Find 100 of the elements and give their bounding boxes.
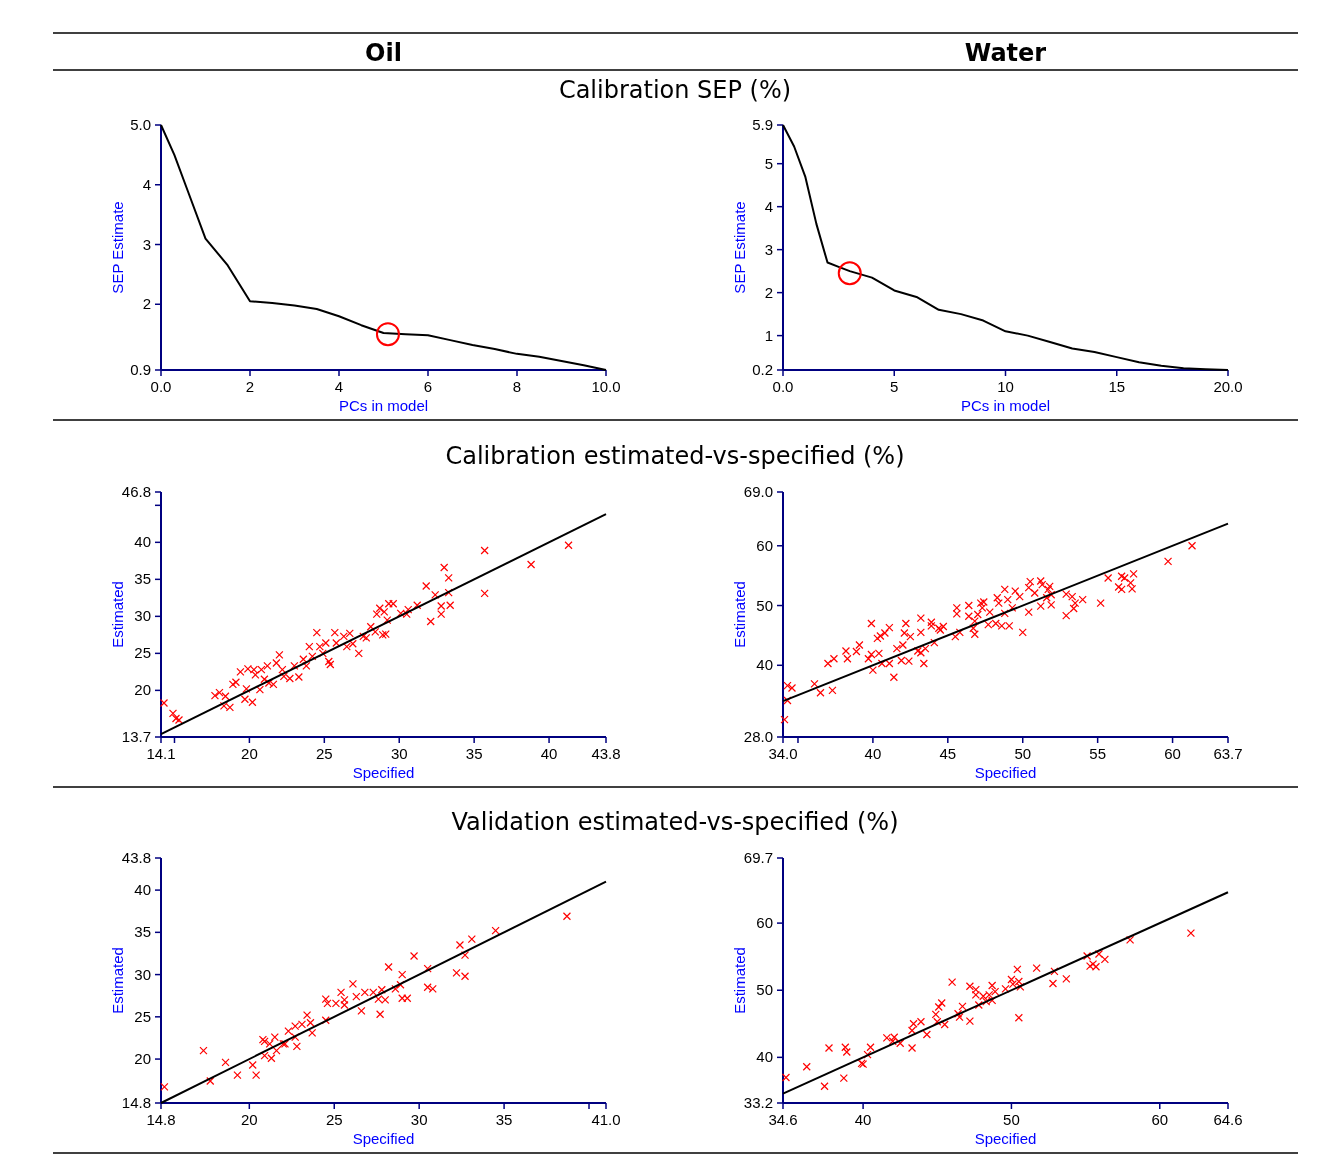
- point: [221, 1058, 230, 1067]
- point: [248, 1060, 257, 1070]
- x-tick-label: 60: [1164, 745, 1181, 762]
- point: [1094, 949, 1104, 959]
- point: [953, 1009, 963, 1018]
- text: Validation estimated-vs-specified (%): [451, 808, 899, 836]
- point: [922, 1030, 931, 1039]
- point: [1048, 979, 1058, 988]
- point: [398, 970, 407, 979]
- x-tick-label: 35: [465, 745, 483, 762]
- x-tick-label: 2: [245, 378, 255, 395]
- y-tick-label: 5.9: [752, 116, 773, 133]
- x-tick-label: 40: [864, 745, 882, 762]
- y-tick-label: 14.8: [121, 1094, 151, 1111]
- y-tick-label: 13.7: [121, 728, 151, 745]
- y-tick-label: 25: [134, 644, 151, 662]
- point: [937, 998, 946, 1008]
- point: [934, 1002, 943, 1012]
- point: [491, 926, 500, 935]
- point: [988, 981, 997, 990]
- y-tick-label: 40: [756, 1048, 773, 1066]
- x-tick-label: 10: [997, 378, 1014, 395]
- x-tick-label: 0.0: [150, 378, 172, 395]
- point: [352, 992, 361, 1001]
- y-tick-label: 40: [756, 656, 773, 674]
- x-axis-title: Specified: [974, 764, 1037, 781]
- y-tick-label: 4: [142, 175, 151, 193]
- point: [907, 1043, 917, 1053]
- point: [206, 1076, 215, 1086]
- point: [907, 1026, 917, 1035]
- y-tick-label: 0.9: [130, 361, 151, 378]
- x-tick-label: 14.1: [146, 745, 176, 762]
- point: [1014, 1013, 1023, 1022]
- y-tick-label: 60: [756, 536, 773, 554]
- y-tick-label: 2: [764, 283, 773, 301]
- point: [409, 951, 419, 961]
- x-tick-label: 15: [1108, 378, 1126, 395]
- y-tick-label: 40: [134, 881, 151, 899]
- point: [965, 982, 974, 991]
- y-tick-label: 3: [142, 235, 151, 253]
- point: [357, 1006, 366, 1016]
- y-tick-label: 69.7: [743, 849, 773, 866]
- point: [971, 985, 980, 994]
- y-axis-title: Estimated: [731, 947, 748, 1014]
- x-axis-title: PCs in model: [338, 397, 429, 414]
- y-axis-title: Estimated: [731, 581, 748, 648]
- x-tick-label: 25: [315, 745, 333, 762]
- y-tick-label: 0.2: [752, 361, 773, 378]
- x-tick-label: 63.7: [1213, 745, 1243, 762]
- y-tick-label: 20: [134, 1050, 151, 1068]
- point: [958, 1002, 967, 1011]
- point: [974, 1000, 983, 1010]
- y-tick-label: 35: [134, 570, 151, 588]
- chart-subtitle: Water: [964, 39, 1047, 67]
- y-tick-label: 35: [134, 923, 151, 941]
- point: [1126, 935, 1135, 944]
- x-tick-label: 20.0: [1213, 378, 1243, 395]
- x-tick-label: 4: [334, 378, 344, 395]
- point: [302, 1011, 312, 1020]
- point: [863, 1050, 872, 1059]
- point: [284, 1027, 293, 1036]
- point: [1062, 974, 1071, 983]
- point: [270, 1033, 279, 1042]
- point: [1100, 955, 1109, 964]
- x-tick-label: 0.0: [772, 378, 794, 395]
- point: [348, 979, 358, 988]
- x-tick-label: 45: [939, 745, 957, 762]
- point: [965, 1017, 974, 1026]
- x-tick-label: 41.0: [591, 1111, 621, 1128]
- point: [452, 968, 461, 977]
- point: [391, 984, 400, 994]
- x-axis-title: PCs in model: [960, 397, 1051, 414]
- y-tick-label: 4: [764, 197, 773, 215]
- point: [160, 1082, 169, 1092]
- y-tick-label: 5.0: [130, 116, 151, 133]
- point: [1186, 929, 1196, 938]
- x-tick-label: 30: [410, 1111, 428, 1128]
- point: [1050, 967, 1059, 976]
- x-axis-title: Specified: [352, 1130, 415, 1147]
- point: [931, 1010, 940, 1019]
- text: Calibration SEP (%): [558, 76, 792, 104]
- point: [841, 1043, 850, 1052]
- x-tick-label: 40: [854, 1111, 872, 1128]
- point: [802, 1062, 811, 1071]
- point: [781, 1073, 791, 1082]
- point: [272, 1046, 281, 1055]
- point: [252, 1071, 261, 1080]
- y-tick-label: 50: [756, 596, 773, 614]
- y-tick-label: 3: [764, 240, 773, 258]
- y-tick-label: 60: [756, 914, 773, 932]
- point: [824, 1043, 834, 1053]
- point: [336, 988, 346, 997]
- x-tick-label: 35: [495, 1111, 513, 1128]
- x-tick-label: 8: [512, 378, 522, 395]
- point: [866, 1043, 875, 1052]
- x-tick-label: 43.8: [591, 745, 621, 762]
- point: [1032, 963, 1041, 973]
- point: [308, 1028, 317, 1037]
- y-tick-label: 50: [756, 981, 773, 999]
- y-tick-label: 43.8: [121, 849, 151, 866]
